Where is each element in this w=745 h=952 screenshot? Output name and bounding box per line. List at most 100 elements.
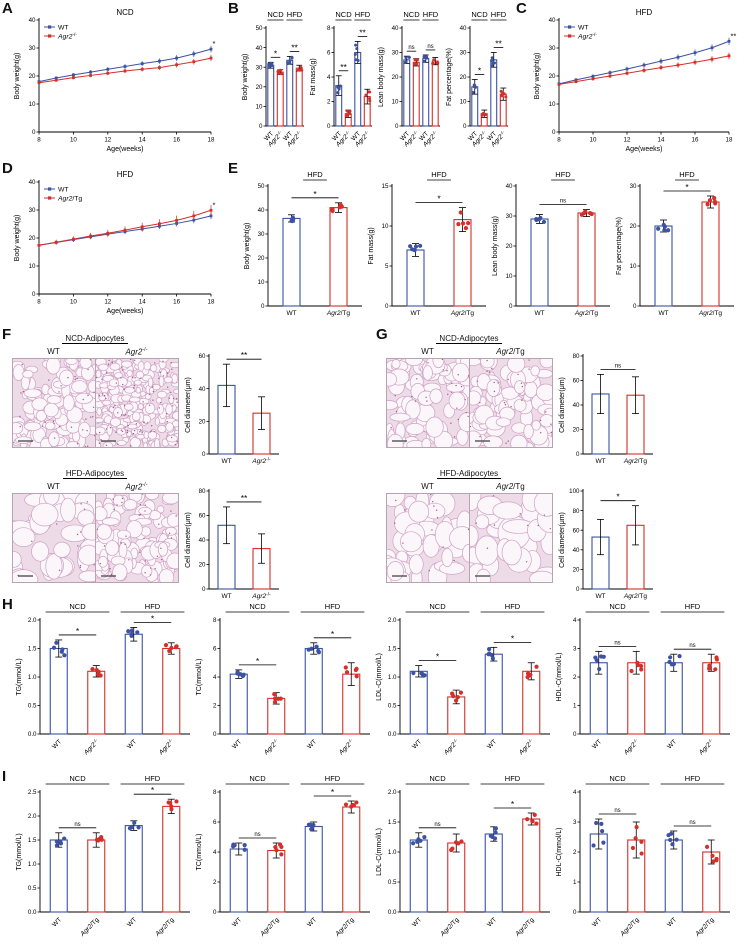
svg-text:Agr2-/-: Agr2-/- — [696, 737, 716, 757]
svg-text:ns: ns — [408, 45, 414, 51]
svg-text:*: * — [313, 189, 317, 199]
svg-text:WT: WT — [306, 916, 318, 928]
svg-text:2.5: 2.5 — [28, 789, 37, 796]
svg-text:20: 20 — [506, 243, 513, 250]
svg-text:*: * — [331, 629, 335, 639]
genotype-label: Agr2-/- — [125, 482, 148, 492]
svg-text:0: 0 — [261, 303, 265, 310]
svg-text:Agr2/Tg: Agr2/Tg — [514, 916, 536, 938]
svg-text:HFD: HFD — [145, 602, 161, 611]
svg-text:WT: WT — [595, 593, 605, 600]
row-2: D 0 10 20 30 40 Body weight(g) 8 10 12 14 16 18 Age(… — [0, 160, 745, 328]
svg-text:8: 8 — [37, 299, 41, 306]
bar-chart-fatpct-ko: 0 10 20 30 40 Fat percentage(%) WT Agr2-/- WT Agr… — [444, 8, 512, 156]
panel-H: H 0.0 0.5 1.0 1.5 2.0 TG(mmol/L) WT Agr2-/- WT Ag… — [0, 596, 745, 770]
bar-chart-tg-tg: 0.0 0.5 1.0 1.5 2.0 2.5 TG(mmol/L) WT Agr2/Tg WT A… — [14, 772, 194, 942]
svg-text:0.0: 0.0 — [388, 731, 397, 738]
svg-text:Agr2-/-: Agr2-/- — [156, 737, 176, 757]
svg-text:30: 30 — [506, 213, 513, 220]
svg-text:10: 10 — [258, 279, 265, 286]
bar-chart-celldiam-ncd-ko: 0 20 40 60 Cell diameter(μm) WT Agr2-/- ** — [183, 346, 283, 468]
svg-text:16: 16 — [173, 137, 180, 144]
row-3: F NCD-Adipocytes WT Agr2-/- 0 20 40 60 Cell … — [0, 326, 745, 600]
svg-text:0: 0 — [202, 586, 206, 593]
svg-text:Agr2/Tg: Agr2/Tg — [57, 196, 82, 203]
svg-text:WT: WT — [231, 916, 243, 928]
svg-text:WT: WT — [486, 738, 498, 750]
svg-text:WT: WT — [410, 310, 420, 317]
svg-text:10: 10 — [29, 101, 36, 108]
svg-text:0.5: 0.5 — [28, 703, 37, 710]
svg-text:WT: WT — [411, 738, 423, 750]
svg-text:Agr2/Tg: Agr2/Tg — [623, 593, 648, 600]
svg-text:WT: WT — [591, 916, 603, 928]
svg-text:HFD: HFD — [423, 10, 439, 19]
svg-text:4: 4 — [573, 617, 577, 624]
svg-text:WT: WT — [126, 738, 138, 750]
svg-text:4: 4 — [213, 674, 217, 681]
svg-text:ns: ns — [254, 832, 260, 838]
genotype-label: WT — [47, 347, 60, 356]
svg-text:1.0: 1.0 — [28, 674, 37, 681]
svg-text:*: * — [685, 182, 689, 192]
svg-text:50: 50 — [258, 183, 265, 190]
bar-chart-fatpct-tg: 0 10 20 30 Fat percentage(%) WT Agr2/Tg HFD * — [614, 168, 738, 320]
svg-text:20: 20 — [199, 562, 206, 569]
svg-text:20: 20 — [392, 74, 399, 81]
svg-text:1.0: 1.0 — [388, 674, 397, 681]
svg-text:HFD: HFD — [287, 10, 303, 19]
svg-text:WT: WT — [51, 738, 63, 750]
svg-text:*: * — [256, 656, 260, 666]
svg-text:60: 60 — [573, 527, 580, 534]
svg-text:0: 0 — [259, 123, 263, 130]
svg-text:**: ** — [340, 62, 347, 72]
svg-text:Agr2/Tg: Agr2/Tg — [698, 310, 723, 317]
svg-text:TG(mmol/L): TG(mmol/L) — [16, 833, 23, 870]
svg-text:HDL-C(mmol/L): HDL-C(mmol/L) — [556, 653, 563, 702]
svg-text:HFD: HFD — [679, 170, 695, 179]
histology-header: HFD-Adipocytes — [386, 469, 552, 481]
svg-text:Fat mass(g): Fat mass(g) — [368, 227, 375, 264]
row-4: H 0.0 0.5 1.0 1.5 2.0 TG(mmol/L) WT Agr2-/- WT Ag… — [0, 596, 745, 770]
svg-text:ns: ns — [427, 44, 433, 50]
histology-header: NCD-Adipocytes — [12, 334, 178, 346]
svg-text:NCD: NCD — [69, 774, 86, 783]
svg-text:WT: WT — [666, 916, 678, 928]
svg-text:Agr2/Tg: Agr2/Tg — [154, 916, 176, 938]
svg-text:Body weight(g): Body weight(g) — [244, 223, 251, 270]
svg-text:*: * — [213, 200, 216, 209]
svg-text:20: 20 — [29, 73, 36, 80]
svg-text:30: 30 — [29, 207, 36, 214]
svg-text:Agr2-/-: Agr2-/- — [441, 737, 461, 757]
svg-text:NCD: NCD — [69, 602, 86, 611]
svg-text:10: 10 — [506, 273, 513, 280]
svg-text:WT: WT — [51, 916, 63, 928]
svg-text:Age(weeks): Age(weeks) — [626, 146, 663, 153]
svg-text:NCD: NCD — [403, 10, 420, 19]
svg-text:0: 0 — [213, 731, 217, 738]
svg-text:14: 14 — [658, 137, 665, 144]
svg-text:100: 100 — [569, 488, 580, 495]
svg-text:14: 14 — [139, 299, 146, 306]
svg-text:0: 0 — [576, 451, 580, 458]
svg-text:NCD: NCD — [471, 10, 488, 19]
svg-text:WT: WT — [595, 458, 605, 465]
svg-text:0: 0 — [32, 129, 36, 136]
bar-chart-leanmass-tg: 0 10 20 30 40 Lean body mass(g) WT Agr2/Tg HFD ns — [490, 168, 614, 320]
panel-label-I: I — [2, 768, 7, 785]
svg-text:40: 40 — [199, 386, 206, 393]
svg-text:0: 0 — [576, 586, 580, 593]
svg-text:1.5: 1.5 — [28, 837, 37, 844]
histology-block-ncd-ko: NCD-Adipocytes WT Agr2-/- 0 20 40 60 Cell di… — [12, 334, 370, 468]
svg-text:20: 20 — [549, 73, 556, 80]
svg-text:Agr2/Tg: Agr2/Tg — [334, 916, 356, 938]
svg-text:WT: WT — [306, 738, 318, 750]
svg-text:Agr2/Tg: Agr2/Tg — [439, 916, 461, 938]
svg-text:WT: WT — [126, 916, 138, 928]
svg-text:HFD: HFD — [685, 602, 701, 611]
bar-chart-hdl-ko: 0 1 2 3 4 HDL-C(mmol/L) WT Agr2-/- WT Agr2-/- NCD H… — [554, 600, 734, 764]
svg-text:0.0: 0.0 — [28, 909, 37, 916]
svg-text:HFD: HFD — [555, 170, 571, 179]
svg-text:10: 10 — [70, 299, 77, 306]
svg-text:HFD: HFD — [505, 602, 521, 611]
